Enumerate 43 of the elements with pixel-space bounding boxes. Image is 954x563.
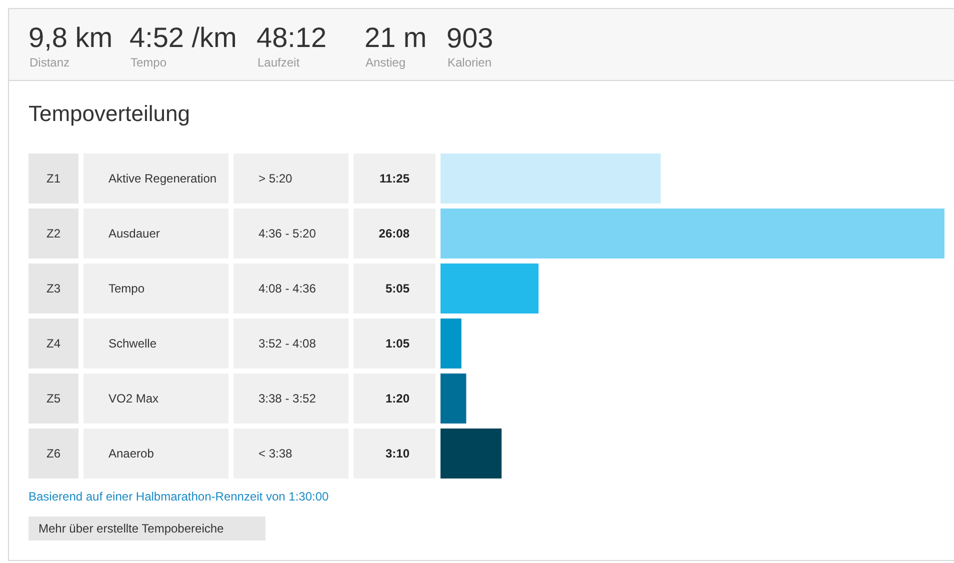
bar [440, 154, 661, 204]
text: < 3:38 [258, 446, 293, 460]
text: 3:52 - 4:08 [258, 336, 316, 350]
bar [440, 318, 462, 368]
text: Tempoverteilung [28, 101, 190, 126]
text: Anaerob [108, 446, 154, 460]
y-tick-label: Z3 [46, 282, 61, 296]
text: Anstieg [366, 56, 406, 70]
text: Basierend auf einer Halbmarathon-Rennzeit von 1:30:00 [28, 490, 330, 504]
text: Mehr über erstellte Tempobereiche [38, 522, 224, 536]
data-label: 3:10 [385, 446, 410, 460]
bar [440, 428, 502, 478]
bar [440, 208, 944, 258]
text: 4:36 - 5:20 [258, 226, 316, 240]
y-tick-label: Z5 [46, 392, 61, 406]
data-label: 1:20 [385, 392, 410, 406]
y-tick-label: Z1 [46, 172, 61, 186]
y-tick-label: Z6 [46, 446, 61, 460]
text: Kalorien [448, 56, 492, 70]
y-tick-label: Z2 [46, 226, 61, 240]
text: Tempo [108, 282, 145, 296]
data-label: 26:08 [378, 226, 410, 240]
text: Laufzeit [258, 56, 300, 70]
data-label: 11:25 [379, 172, 410, 186]
text: > 5:20 [258, 172, 293, 186]
text: VO2 Max [108, 392, 159, 406]
text: 3:38 - 3:52 [258, 392, 316, 406]
text: Ausdauer [108, 226, 160, 240]
text: 4:08 - 4:36 [258, 282, 316, 296]
text: 903 [446, 22, 494, 54]
y-tick-label: Z4 [46, 336, 61, 350]
text: 9,8 km [28, 22, 113, 53]
text: Tempo [130, 56, 167, 70]
text: 21 m [364, 22, 427, 53]
text: 48:12 [256, 22, 327, 53]
bar [440, 374, 466, 424]
data-label: 1:05 [385, 336, 410, 350]
text: Aktive Regeneration [108, 172, 217, 186]
text: Schwelle [108, 336, 157, 350]
text: Distanz [30, 56, 70, 70]
text: 4:52 /km [130, 22, 237, 53]
bar [440, 264, 539, 314]
data-label: 5:05 [385, 282, 410, 296]
